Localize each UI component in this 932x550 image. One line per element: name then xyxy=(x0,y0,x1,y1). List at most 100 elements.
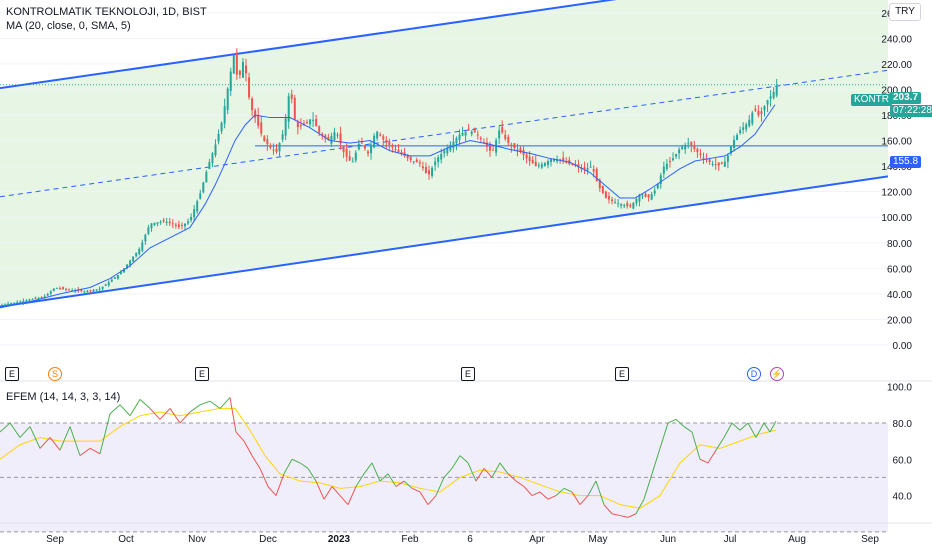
candle-body[interactable] xyxy=(37,297,40,299)
oscillator-k-line[interactable] xyxy=(579,495,589,505)
oscillator-k-line[interactable] xyxy=(395,480,405,487)
candle-body[interactable] xyxy=(214,144,217,156)
candle-body[interactable] xyxy=(760,111,763,114)
candle-body[interactable] xyxy=(324,135,327,139)
oscillator-k-line[interactable] xyxy=(627,513,637,518)
candle-body[interactable] xyxy=(757,110,760,116)
oscillator-k-line[interactable] xyxy=(427,495,437,505)
candle-body[interactable] xyxy=(132,256,135,262)
oscillator-k-line[interactable] xyxy=(467,462,477,482)
oscillator-k-line[interactable] xyxy=(731,422,741,431)
candle-body[interactable] xyxy=(333,132,336,140)
oscillator-k-line[interactable] xyxy=(159,408,171,420)
candle-body[interactable] xyxy=(141,242,144,251)
oscillator-k-line[interactable] xyxy=(755,422,765,438)
candle-body[interactable] xyxy=(281,134,284,140)
candle-body[interactable] xyxy=(485,142,488,147)
candle-body[interactable] xyxy=(376,131,379,139)
ma-legend[interactable]: MA (20, close, 0, SMA, 5) xyxy=(6,20,131,32)
candle-body[interactable] xyxy=(373,135,376,148)
candle-body[interactable] xyxy=(104,284,107,286)
candle-body[interactable] xyxy=(321,133,324,136)
news-event-icon[interactable]: ⚡ xyxy=(770,367,784,381)
candle-body[interactable] xyxy=(177,224,180,227)
price-pane[interactable] xyxy=(0,0,889,346)
candle-body[interactable] xyxy=(543,162,546,166)
oscillator-k-line[interactable] xyxy=(411,487,421,493)
candle-body[interactable] xyxy=(449,144,452,151)
channel-upper-line[interactable] xyxy=(0,0,760,90)
candle-body[interactable] xyxy=(672,158,674,161)
candle-body[interactable] xyxy=(327,137,330,141)
candle-body[interactable] xyxy=(296,122,299,128)
oscillator-k-line[interactable] xyxy=(667,418,677,424)
candle-body[interactable] xyxy=(171,223,174,225)
candle-body[interactable] xyxy=(455,138,458,144)
candle-body[interactable] xyxy=(129,260,132,266)
candle-body[interactable] xyxy=(653,190,656,194)
earnings-event-icon[interactable]: E xyxy=(615,367,629,381)
oscillator-k-line[interactable] xyxy=(39,437,51,449)
oscillator-k-line[interactable] xyxy=(699,458,709,464)
oscillator-k-line[interactable] xyxy=(275,473,285,496)
candle-body[interactable] xyxy=(309,119,312,125)
candle-body[interactable] xyxy=(470,131,473,135)
candle-body[interactable] xyxy=(464,131,467,136)
candle-body[interactable] xyxy=(193,209,196,218)
oscillator-k-line[interactable] xyxy=(499,462,509,475)
symbol-legend[interactable]: KONTROLMATIK TEKNOLOJI, 1D, BIST xyxy=(6,6,207,18)
candle-body[interactable] xyxy=(702,157,705,159)
oscillator-k-line[interactable] xyxy=(603,504,613,515)
earnings-event-icon[interactable]: E xyxy=(195,367,209,381)
candle-body[interactable] xyxy=(318,126,321,133)
oscillator-k-line[interactable] xyxy=(403,480,413,489)
oscillator-k-line[interactable] xyxy=(747,422,757,438)
oscillator-k-line[interactable] xyxy=(307,468,317,482)
oscillator-k-line[interactable] xyxy=(209,400,221,409)
candle-body[interactable] xyxy=(479,137,482,140)
candle-body[interactable] xyxy=(49,291,52,294)
candle-body[interactable] xyxy=(647,194,650,198)
candle-body[interactable] xyxy=(110,279,113,282)
oscillator-k-line[interactable] xyxy=(483,468,493,478)
candle-body[interactable] xyxy=(168,221,171,224)
candle-body[interactable] xyxy=(489,143,491,151)
oscillator-k-line[interactable] xyxy=(659,422,669,449)
oscillator-pane[interactable] xyxy=(0,397,888,533)
oscillator-k-line[interactable] xyxy=(243,440,253,456)
candle-body[interactable] xyxy=(729,146,732,154)
candle-body[interactable] xyxy=(687,143,690,145)
candle-body[interactable] xyxy=(607,196,610,200)
oscillator-k-line[interactable] xyxy=(635,498,645,514)
oscillator-k-line[interactable] xyxy=(149,408,161,420)
candle-body[interactable] xyxy=(656,184,659,189)
candle-body[interactable] xyxy=(418,162,421,164)
oscillator-k-line[interactable] xyxy=(515,480,525,487)
candle-body[interactable] xyxy=(650,193,653,200)
candle-body[interactable] xyxy=(635,198,638,204)
candle-body[interactable] xyxy=(187,221,190,224)
candle-body[interactable] xyxy=(135,252,138,257)
candle-body[interactable] xyxy=(223,106,226,124)
oscillator-legend[interactable]: EFEM (14, 14, 3, 3, 14) xyxy=(6,391,121,403)
candle-body[interactable] xyxy=(241,61,244,78)
candle-body[interactable] xyxy=(62,287,64,289)
oscillator-k-line[interactable] xyxy=(371,462,381,482)
candle-body[interactable] xyxy=(714,164,717,166)
candle-body[interactable] xyxy=(632,202,635,209)
oscillator-k-line[interactable] xyxy=(611,513,621,517)
candle-body[interactable] xyxy=(492,149,495,151)
candle-body[interactable] xyxy=(589,166,592,168)
oscillator-k-line[interactable] xyxy=(229,397,237,433)
oscillator-k-line[interactable] xyxy=(451,455,461,469)
candle-body[interactable] xyxy=(238,70,241,75)
oscillator-k-line[interactable] xyxy=(355,473,365,487)
oscillator-k-line[interactable] xyxy=(523,486,533,496)
oscillator-k-line[interactable] xyxy=(69,426,81,456)
oscillator-k-line[interactable] xyxy=(619,515,629,518)
candle-body[interactable] xyxy=(13,302,16,304)
candle-body[interactable] xyxy=(290,94,293,99)
candle-body[interactable] xyxy=(357,143,360,150)
candle-body[interactable] xyxy=(107,282,110,286)
oscillator-k-line[interactable] xyxy=(363,462,373,475)
